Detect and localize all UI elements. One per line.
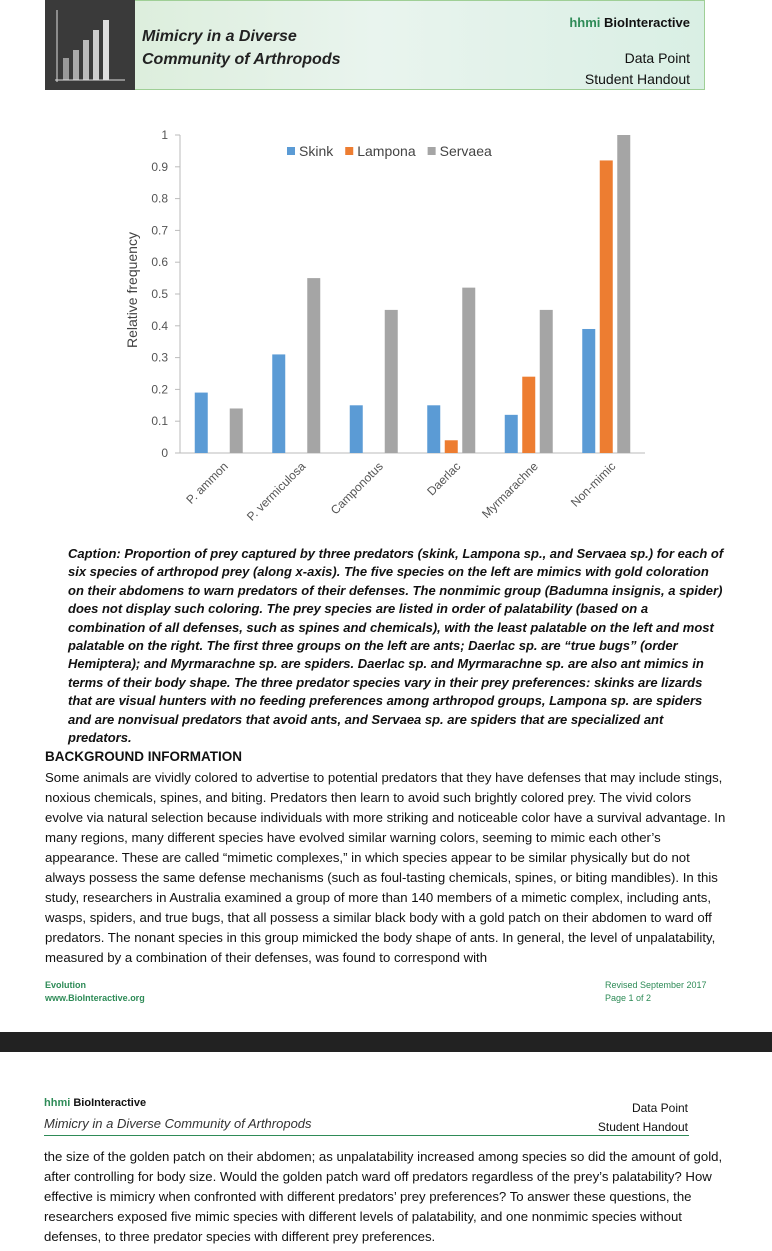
bar: [444, 440, 458, 453]
y-tick-label: 0.8: [151, 192, 168, 206]
bar: [384, 309, 398, 453]
y-tick-label: 1: [161, 128, 168, 142]
footer-right: Revised September 2017 Page 1 of 2: [605, 979, 707, 1005]
page2-brand: hhmi BioInteractive: [44, 1097, 146, 1109]
bar: [582, 328, 596, 453]
bar: [349, 405, 363, 453]
y-tick-label: 0.2: [151, 382, 168, 396]
brand-hhmi: hhmi: [569, 15, 601, 30]
chart: Relative frequency 0 0.1 0.2 0.3 0.4 0.5 0.6 0.…: [124, 128, 645, 524]
footer-left: Evolution www.BioInteractive.org: [45, 979, 145, 1005]
brand-name: BioInteractive: [604, 15, 690, 30]
header-banner: [45, 0, 705, 90]
doc-type: Data Point Student Handout: [585, 48, 690, 90]
page2-title: Mimicry in a Diverse Community of Arthro…: [44, 1116, 312, 1131]
legend-swatch: [345, 147, 354, 155]
doc-type-line: Data Point: [631, 1101, 688, 1115]
bar: [539, 309, 553, 453]
legend-label: Skink: [299, 143, 334, 159]
x-tick-label: Camponotus: [328, 459, 386, 517]
section-heading: BACKGROUND INFORMATION: [45, 749, 242, 764]
bar: [599, 160, 613, 453]
footer-text: Revised September 2017: [605, 980, 707, 990]
page2-text: the size of the golden patch on their ab…: [44, 1149, 723, 1244]
bar: [229, 408, 243, 453]
legend-swatch: [287, 147, 295, 155]
bar: [504, 414, 518, 453]
x-tick-label: P. vermiculosa: [244, 459, 309, 524]
bar: [307, 278, 321, 453]
y-tick-label: 0.5: [151, 287, 168, 301]
header-logo: [45, 0, 135, 90]
bar: [462, 287, 476, 453]
legend-swatch: [427, 147, 436, 155]
title-line: Mimicry in a Diverse: [142, 28, 297, 45]
bar: [427, 405, 441, 453]
footer-text: Evolution: [45, 980, 86, 990]
brand: hhmi BioInteractive: [569, 15, 690, 30]
y-tick-label: 0.4: [151, 319, 168, 333]
x-tick-label: Non-mimic: [568, 459, 618, 509]
legend-label: Servaea: [440, 143, 492, 159]
caption: Caption: Proportion of prey captured by …: [68, 546, 724, 746]
y-tick-label: 0.7: [151, 223, 168, 237]
footer-text: Page 1 of 2: [605, 993, 652, 1003]
page2-rule: [44, 1135, 689, 1136]
y-tick-label: 0: [161, 446, 168, 460]
bar: [272, 354, 286, 453]
y-tick-label: 0.9: [151, 160, 168, 174]
doc-type-line: Data Point: [624, 50, 690, 66]
brand-name: BioInteractive: [73, 1097, 147, 1109]
bar: [522, 376, 536, 453]
page2-type: Data Point Student Handout: [598, 1099, 688, 1137]
x-tick-label: Myrmarachne: [479, 459, 541, 521]
bar: [617, 135, 631, 453]
background-text: Some animals are vividly colored to adve…: [45, 770, 726, 965]
title-line: Community of Arthropods: [142, 51, 341, 68]
x-tick-label: P. ammon: [183, 459, 230, 506]
legend-label: Lampona: [357, 143, 416, 159]
y-tick-label: 0.1: [151, 414, 168, 428]
y-axis-title: Relative frequency: [124, 232, 140, 348]
footer-text: www.BioInteractive.org: [45, 993, 145, 1003]
page-break: [0, 1032, 772, 1052]
doc-sub-line: Student Handout: [597, 1120, 688, 1134]
doc-sub-line: Student Handout: [584, 71, 690, 87]
doc-title: Mimicry in a Diverse Community of Arthro…: [142, 25, 341, 71]
y-tick-label: 0.6: [151, 255, 168, 269]
bar: [194, 392, 208, 453]
x-tick-label: Daerlac: [424, 459, 463, 498]
brand-hhmi: hhmi: [44, 1097, 71, 1109]
y-tick-label: 0.3: [151, 351, 168, 365]
